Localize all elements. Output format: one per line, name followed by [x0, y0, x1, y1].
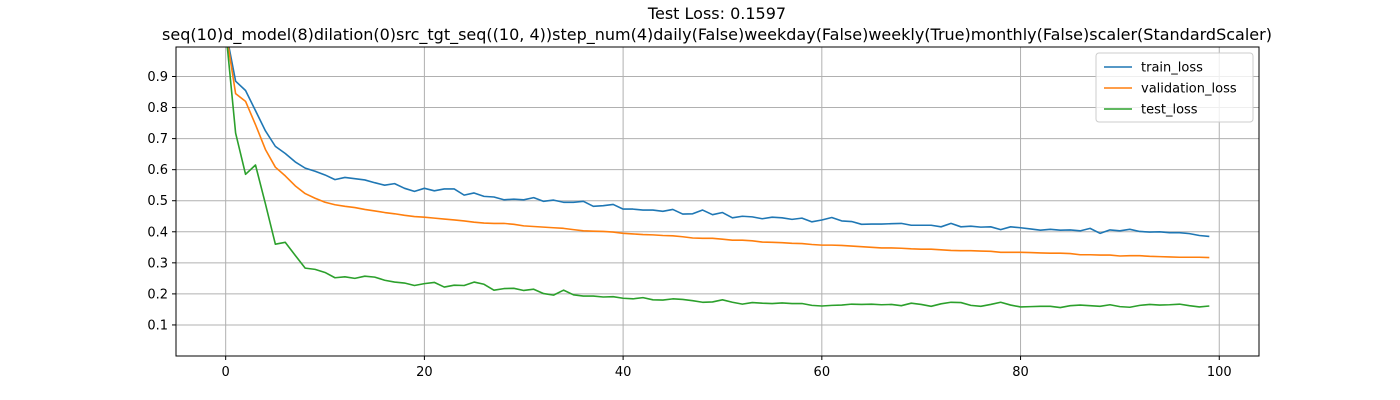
x-tick-label: 20: [416, 365, 433, 380]
chart-title: Test Loss: 0.1597: [647, 4, 786, 23]
x-tick-label: 0: [222, 365, 230, 380]
legend-box: [1095, 52, 1254, 123]
x-tick-label: 40: [615, 365, 632, 380]
y-tick-label: 0.2: [147, 287, 168, 302]
legend-label-validation-loss: validation_loss: [1141, 82, 1237, 97]
grid-lines: [176, 47, 1259, 356]
series-layer: [226, 47, 1210, 309]
x-tick-label: 60: [814, 365, 831, 380]
y-tick-label: 0.5: [147, 194, 168, 209]
y-tick-label: 0.9: [147, 70, 168, 85]
y-tick-label: 0.3: [147, 256, 168, 271]
y-tick-label: 0.4: [147, 225, 168, 240]
legend-label-test-loss: test_loss: [1141, 103, 1198, 118]
y-tick-label: 0.1: [147, 318, 168, 333]
x-tick-label: 80: [1012, 365, 1029, 380]
y-tick-label: 0.8: [147, 101, 168, 116]
plot-frame: [175, 46, 1260, 357]
legend: train_loss validation_loss test_loss: [1095, 52, 1254, 123]
axis-ticks: 0 20 40 60 80 100 0.1 0.2 0.3 0.4 0.5 0.6 0.7 0.8 0.9: [147, 70, 1231, 380]
series-line-test-loss: [226, 47, 1210, 309]
series-line-train-loss: [228, 47, 1210, 238]
x-tick-label: 100: [1207, 365, 1232, 380]
chart-subtitle: seq(10)d_model(8)dilation(0)src_tgt_seq(…: [162, 25, 1272, 45]
series-line-validation-loss: [227, 47, 1210, 259]
y-tick-label: 0.7: [147, 132, 168, 147]
legend-label-train-loss: train_loss: [1141, 61, 1203, 76]
y-tick-label: 0.6: [147, 163, 168, 178]
